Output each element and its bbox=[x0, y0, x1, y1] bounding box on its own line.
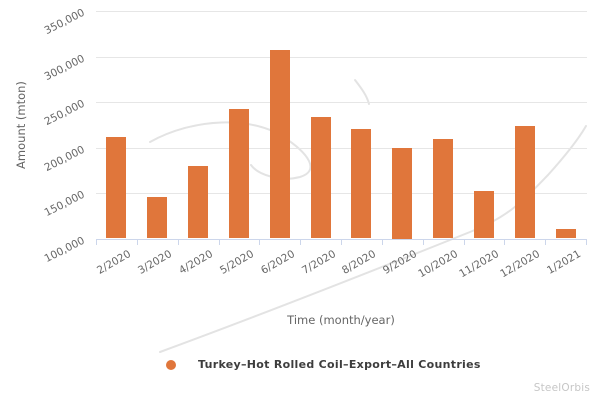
gridline bbox=[96, 147, 587, 149]
axis-tick bbox=[177, 238, 179, 245]
gridline bbox=[96, 193, 587, 194]
gridline bbox=[96, 56, 587, 58]
axis-tick bbox=[586, 238, 587, 245]
x-axis-title: Time (month/year) bbox=[287, 313, 395, 327]
bar[interactable] bbox=[514, 125, 535, 239]
y-axis-label: 200,000 bbox=[42, 143, 87, 174]
bar[interactable] bbox=[188, 165, 209, 239]
y-axis-label: 250,000 bbox=[42, 97, 87, 129]
bar[interactable] bbox=[433, 139, 454, 239]
axis-tick bbox=[545, 238, 547, 245]
legend-marker-icon bbox=[166, 359, 176, 370]
y-axis-label: 300,000 bbox=[42, 52, 87, 83]
axis-tick bbox=[136, 238, 138, 245]
axis-tick bbox=[96, 238, 97, 245]
y-axis-label: 150,000 bbox=[42, 188, 87, 220]
bar[interactable] bbox=[269, 50, 290, 239]
watermark-text: SteelOrbis bbox=[533, 382, 590, 394]
bar[interactable] bbox=[228, 109, 249, 239]
axis-tick bbox=[300, 238, 302, 245]
axis-tick bbox=[463, 238, 465, 245]
axis-tick bbox=[381, 238, 383, 245]
axis-tick bbox=[259, 238, 261, 245]
y-axis-label: 350,000 bbox=[42, 6, 87, 38]
watermark-curve-arc bbox=[354, 79, 370, 105]
bar[interactable] bbox=[555, 229, 576, 239]
bar[interactable] bbox=[351, 129, 372, 239]
bar[interactable] bbox=[310, 116, 331, 239]
axis-tick bbox=[218, 238, 220, 245]
axis-tick bbox=[422, 238, 424, 245]
y-axis-label: 100,000 bbox=[42, 234, 87, 265]
bar[interactable] bbox=[147, 196, 168, 239]
bar[interactable] bbox=[106, 136, 127, 239]
axis-tick bbox=[504, 238, 506, 245]
bar[interactable] bbox=[392, 147, 413, 239]
legend-series-label: Turkey–Hot Rolled Coil–Export–All Countr… bbox=[198, 358, 481, 371]
gridline bbox=[96, 11, 587, 12]
axis-tick bbox=[341, 238, 342, 245]
gridline bbox=[96, 102, 587, 103]
legend-item[interactable]: Turkey–Hot Rolled Coil–Export–All Countr… bbox=[166, 358, 481, 371]
bar[interactable] bbox=[473, 191, 494, 239]
